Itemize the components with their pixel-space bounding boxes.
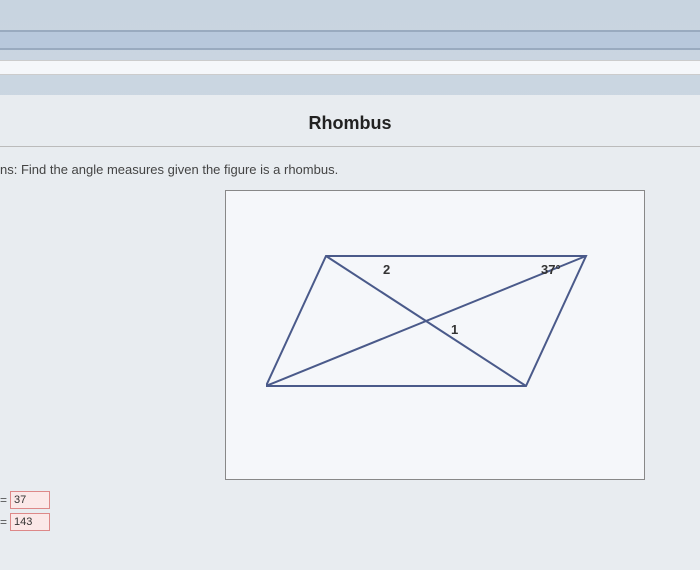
page-title: Rhombus (0, 95, 700, 146)
given-angle-label: 37° (541, 262, 561, 277)
answer-input-2[interactable] (10, 513, 50, 531)
answer-row-1: = (0, 491, 50, 509)
answer-row-2: = (0, 513, 50, 531)
equals-1: = (0, 493, 7, 507)
answer-section: = = (0, 491, 50, 535)
content-area: Rhombus ns: Find the angle measures give… (0, 95, 700, 570)
angle-2-label: 2 (383, 262, 390, 277)
divider (0, 146, 700, 147)
answer-input-1[interactable] (10, 491, 50, 509)
band-lower (0, 60, 700, 75)
figure-container: 2 37° 1 (225, 190, 645, 480)
angle-1-label: 1 (451, 322, 458, 337)
band-upper (0, 30, 700, 50)
diagonal-2 (266, 256, 586, 386)
rhombus-diagram: 2 37° 1 (266, 246, 606, 406)
top-bands (0, 30, 700, 80)
equals-2: = (0, 515, 7, 529)
instructions-text: ns: Find the angle measures given the fi… (0, 162, 700, 177)
